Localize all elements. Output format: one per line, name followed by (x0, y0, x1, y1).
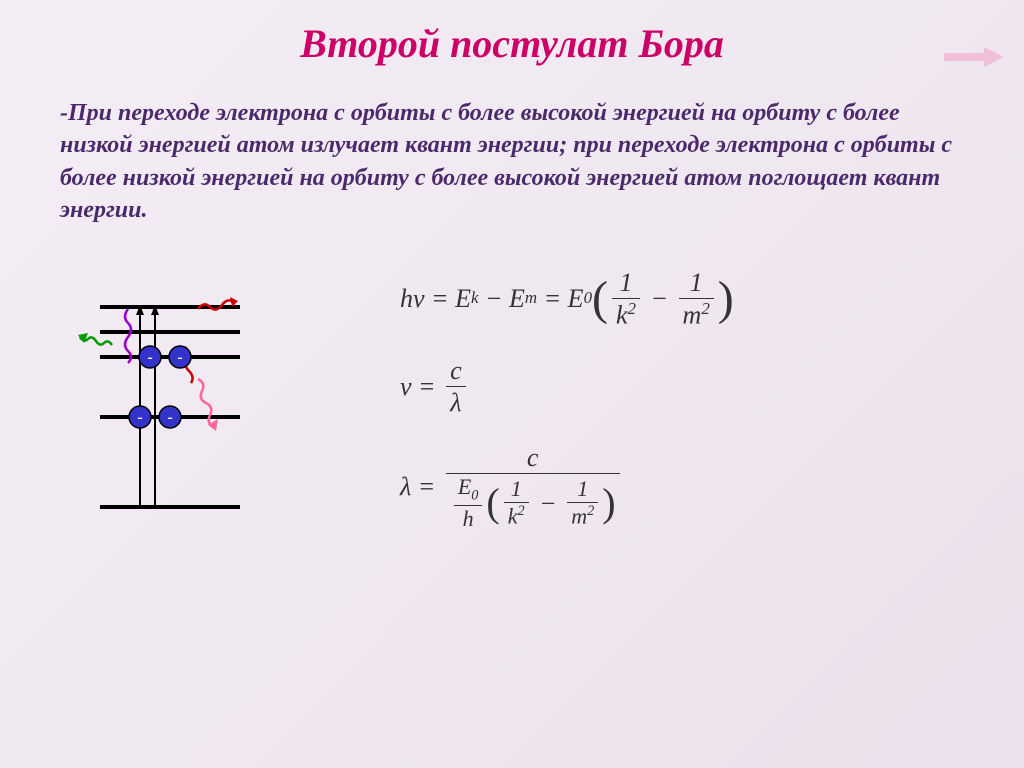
f1-lhs: hν (400, 283, 425, 314)
postulate-paragraph: -При переходе электрона с орбиты с более… (60, 97, 964, 227)
svg-text:-: - (167, 409, 172, 426)
formula-wavelength: λ = c E0 h ( 1 k2 − (400, 442, 1024, 532)
next-slide-arrow-icon[interactable] (944, 45, 1004, 69)
svg-text:-: - (177, 349, 182, 366)
formula-block: hν = Ek − Em = E0 ( 1 k2 − 1 m2 ) ν (330, 247, 1024, 557)
energy-level-diagram: - - - - (0, 247, 330, 532)
svg-text:-: - (147, 349, 152, 366)
formula-photon-energy: hν = Ek − Em = E0 ( 1 k2 − 1 m2 ) (400, 267, 1024, 331)
page-title: Второй постулат Бора (0, 0, 1024, 67)
formula-frequency: ν = c λ (400, 355, 1024, 418)
content-area: - - - - hν = Ek − Em = E0 ( 1 k2 (0, 247, 1024, 557)
svg-text:-: - (137, 409, 142, 426)
